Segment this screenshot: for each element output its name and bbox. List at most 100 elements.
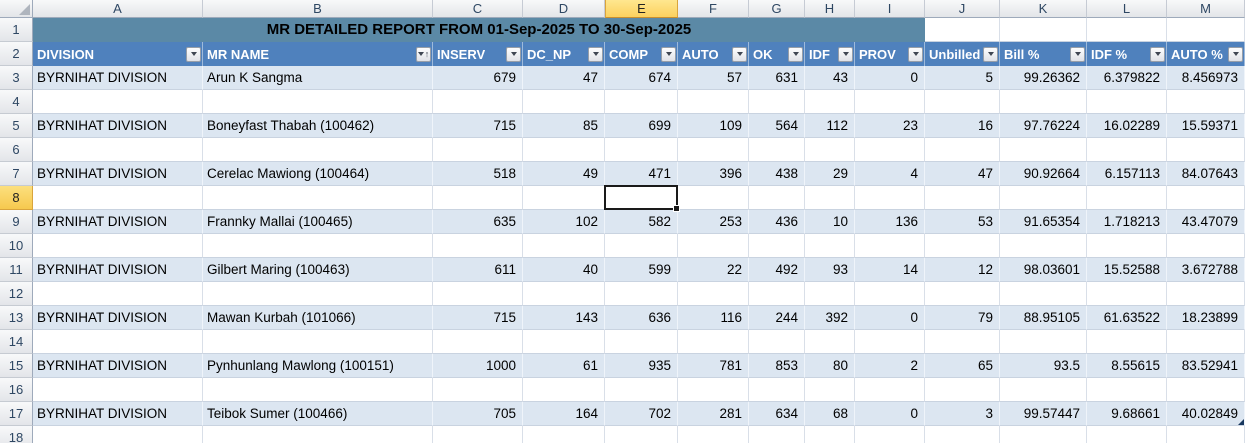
filter-dropdown-button[interactable] <box>838 46 853 62</box>
empty-cell[interactable] <box>33 282 203 306</box>
empty-cell[interactable] <box>678 138 749 162</box>
empty-cell[interactable] <box>433 234 523 258</box>
filter-dropdown-button[interactable] <box>186 46 201 62</box>
column-header-A[interactable]: A <box>33 0 203 18</box>
data-cell[interactable]: 6.379822 <box>1087 66 1167 90</box>
data-cell[interactable]: 97.76224 <box>1000 114 1087 138</box>
data-cell[interactable]: 634 <box>749 402 805 426</box>
row-header-15[interactable]: 15 <box>0 354 33 378</box>
empty-cell[interactable] <box>925 330 1000 354</box>
empty-cell[interactable] <box>1000 90 1087 114</box>
column-filter-header-bill-[interactable]: Bill % <box>1000 42 1087 66</box>
data-cell[interactable]: Gilbert Maring (100463) <box>203 258 433 282</box>
empty-cell[interactable] <box>678 330 749 354</box>
data-cell[interactable]: 68 <box>805 402 855 426</box>
filter-dropdown-button[interactable] <box>908 46 923 62</box>
data-cell[interactable]: 715 <box>433 114 523 138</box>
empty-cell[interactable] <box>605 426 678 443</box>
empty-cell[interactable] <box>1087 138 1167 162</box>
data-cell[interactable]: 1.718213 <box>1087 210 1167 234</box>
empty-cell[interactable] <box>1000 234 1087 258</box>
empty-cell[interactable] <box>33 186 203 210</box>
empty-cell[interactable] <box>925 138 1000 162</box>
empty-cell[interactable] <box>203 234 433 258</box>
empty-cell[interactable] <box>805 90 855 114</box>
data-cell[interactable]: Mawan Kurbah (101066) <box>203 306 433 330</box>
data-cell[interactable]: 8.55615 <box>1087 354 1167 378</box>
empty-cell[interactable] <box>678 378 749 402</box>
empty-cell[interactable] <box>605 234 678 258</box>
data-cell[interactable]: 0 <box>855 402 925 426</box>
empty-cell[interactable] <box>1000 138 1087 162</box>
row-header-18[interactable]: 18 <box>0 426 33 443</box>
data-cell[interactable]: 47 <box>523 66 605 90</box>
empty-cell[interactable] <box>203 90 433 114</box>
empty-cell[interactable] <box>925 426 1000 443</box>
data-cell[interactable]: 8.456973 <box>1167 66 1245 90</box>
empty-cell[interactable] <box>605 378 678 402</box>
empty-cell[interactable] <box>678 234 749 258</box>
row-header-9[interactable]: 9 <box>0 210 33 234</box>
empty-cell[interactable] <box>33 426 203 443</box>
column-header-M[interactable]: M <box>1167 0 1245 18</box>
data-cell[interactable]: 90.92664 <box>1000 162 1087 186</box>
empty-cell[interactable] <box>749 378 805 402</box>
data-cell[interactable]: Pynhunlang Mawlong (100151) <box>203 354 433 378</box>
empty-cell[interactable] <box>33 138 203 162</box>
empty-cell[interactable] <box>855 234 925 258</box>
empty-cell[interactable] <box>678 186 749 210</box>
data-cell[interactable]: 935 <box>605 354 678 378</box>
data-cell[interactable]: 611 <box>433 258 523 282</box>
empty-cell[interactable] <box>203 282 433 306</box>
data-cell[interactable]: 57 <box>678 66 749 90</box>
empty-cell[interactable] <box>805 138 855 162</box>
data-cell[interactable]: 85 <box>523 114 605 138</box>
filter-dropdown-button[interactable] <box>1228 46 1243 62</box>
empty-cell[interactable] <box>33 378 203 402</box>
empty-cell[interactable] <box>1087 378 1167 402</box>
data-cell[interactable]: 40.02849 <box>1167 402 1245 426</box>
empty-cell[interactable] <box>925 282 1000 306</box>
column-filter-header-prov[interactable]: PROV <box>855 42 925 66</box>
data-cell[interactable]: 61 <box>523 354 605 378</box>
empty-cell[interactable] <box>855 282 925 306</box>
data-cell[interactable]: 136 <box>855 210 925 234</box>
column-filter-header-auto[interactable]: AUTO <box>678 42 749 66</box>
empty-cell[interactable] <box>605 138 678 162</box>
data-cell[interactable]: 43 <box>805 66 855 90</box>
empty-cell[interactable] <box>678 282 749 306</box>
data-cell[interactable]: Cerelac Mawiong (100464) <box>203 162 433 186</box>
column-header-H[interactable]: H <box>805 0 855 18</box>
empty-cell[interactable] <box>1167 18 1245 42</box>
data-cell[interactable]: 14 <box>855 258 925 282</box>
empty-cell[interactable] <box>1087 90 1167 114</box>
row-header-1[interactable]: 1 <box>0 18 33 42</box>
empty-cell[interactable] <box>805 426 855 443</box>
data-cell[interactable]: 80 <box>805 354 855 378</box>
data-cell[interactable]: 702 <box>605 402 678 426</box>
data-cell[interactable]: BYRNIHAT DIVISION <box>33 258 203 282</box>
data-cell[interactable]: 635 <box>433 210 523 234</box>
column-filter-header-unbilled[interactable]: Unbilled <box>925 42 1000 66</box>
row-header-4[interactable]: 4 <box>0 90 33 114</box>
empty-cell[interactable] <box>805 234 855 258</box>
empty-cell[interactable] <box>1167 186 1245 210</box>
empty-cell[interactable] <box>1087 234 1167 258</box>
data-cell[interactable]: 98.03601 <box>1000 258 1087 282</box>
row-header-10[interactable]: 10 <box>0 234 33 258</box>
column-filter-header-auto-[interactable]: AUTO % <box>1167 42 1245 66</box>
data-cell[interactable]: Arun K Sangma <box>203 66 433 90</box>
data-cell[interactable]: 4 <box>855 162 925 186</box>
filter-dropdown-button[interactable] <box>788 46 803 62</box>
data-cell[interactable]: 15.52588 <box>1087 258 1167 282</box>
data-cell[interactable]: 47 <box>925 162 1000 186</box>
column-filter-header-comp[interactable]: COMP <box>605 42 678 66</box>
data-cell[interactable]: Boneyfast Thabah (100462) <box>203 114 433 138</box>
data-cell[interactable]: 715 <box>433 306 523 330</box>
data-cell[interactable]: 0 <box>855 306 925 330</box>
row-header-5[interactable]: 5 <box>0 114 33 138</box>
data-cell[interactable]: 53 <box>925 210 1000 234</box>
data-cell[interactable]: 705 <box>433 402 523 426</box>
data-cell[interactable]: 23 <box>855 114 925 138</box>
empty-cell[interactable] <box>433 90 523 114</box>
